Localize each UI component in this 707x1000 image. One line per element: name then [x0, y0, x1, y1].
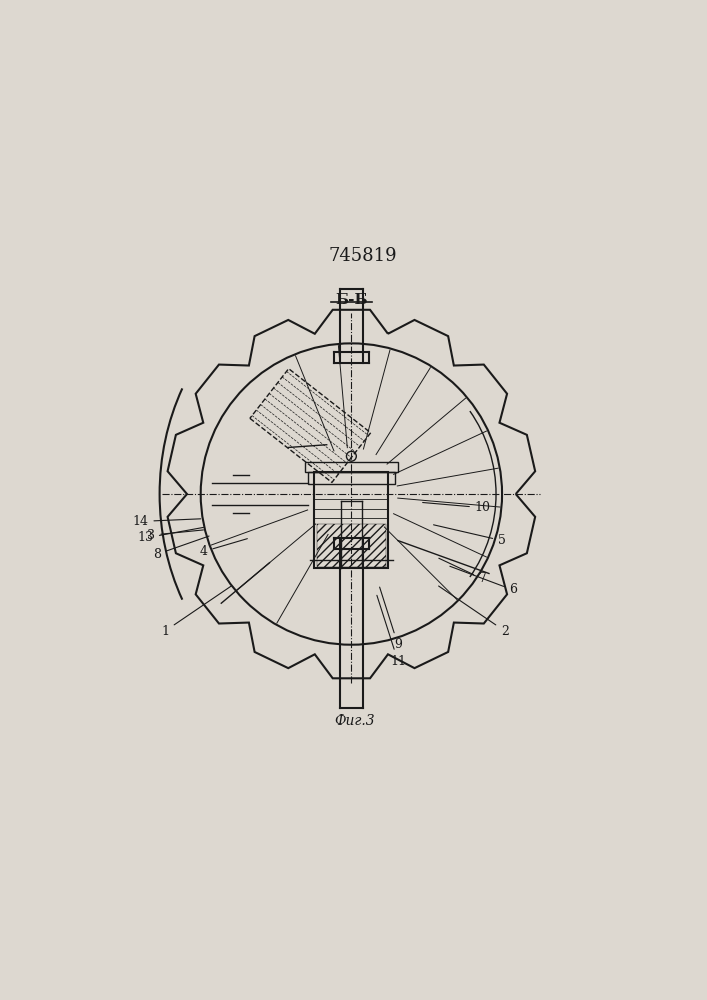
Text: 7: 7: [439, 558, 487, 585]
Text: 1: 1: [161, 586, 231, 638]
Text: 9: 9: [380, 587, 402, 651]
Bar: [317, 524, 386, 567]
Text: 6: 6: [450, 566, 517, 596]
Text: 4: 4: [199, 539, 247, 558]
Text: 3: 3: [147, 529, 204, 542]
Text: 5: 5: [433, 525, 506, 547]
Bar: [315, 472, 388, 568]
Text: 11: 11: [377, 595, 406, 668]
Text: Фиг.3: Фиг.3: [334, 714, 375, 728]
Bar: [305, 462, 398, 472]
Text: Б-Б: Б-Б: [335, 293, 368, 307]
Bar: [308, 472, 395, 484]
Text: 14: 14: [132, 515, 201, 528]
Text: 745819: 745819: [328, 247, 397, 265]
Text: 2: 2: [438, 586, 509, 638]
Text: 10: 10: [423, 501, 491, 514]
Text: 13: 13: [138, 527, 204, 544]
Text: 8: 8: [153, 536, 209, 561]
